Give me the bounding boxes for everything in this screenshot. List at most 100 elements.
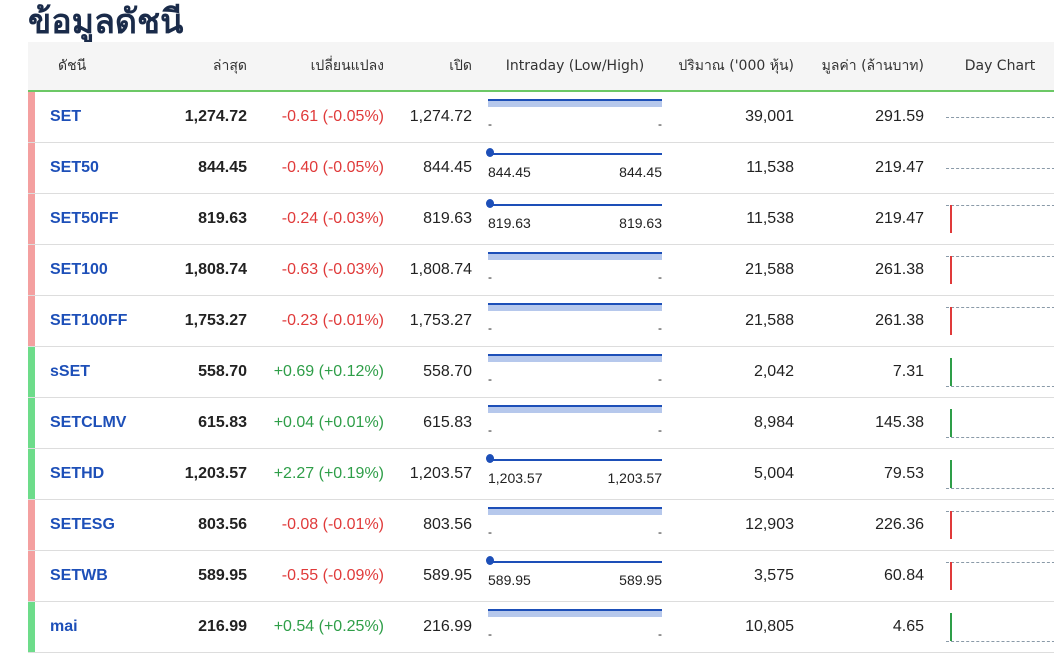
change: -0.23 (-0.01%) [255, 295, 392, 347]
day-chart[interactable] [946, 609, 1054, 645]
column-header[interactable]: Intraday (Low/High) [480, 42, 670, 92]
open-price: 1,753.27 [392, 295, 480, 347]
last-price: 216.99 [155, 601, 255, 653]
table-row[interactable]: SET100 1,808.74 -0.63 (-0.03%) 1,808.74 … [28, 244, 1054, 296]
open-price: 844.45 [392, 142, 480, 194]
intraday-range: 1,203.57 1,203.57 [486, 454, 662, 494]
high-value: - [658, 627, 662, 641]
day-chart[interactable] [946, 507, 1054, 543]
low-value: - [488, 117, 492, 131]
last-price: 1,203.57 [155, 448, 255, 500]
table-row[interactable]: SETHD 1,203.57 +2.27 (+0.19%) 1,203.57 1… [28, 448, 1054, 500]
table-row[interactable]: SET100FF 1,753.27 -0.23 (-0.01%) 1,753.2… [28, 295, 1054, 347]
intraday-range: -- [488, 505, 662, 545]
day-chart[interactable] [946, 252, 1054, 288]
index-name[interactable]: mai [50, 618, 78, 635]
change: -0.08 (-0.01%) [255, 499, 392, 551]
day-chart[interactable] [946, 405, 1054, 441]
index-name[interactable]: SETCLMV [50, 414, 127, 431]
day-chart[interactable] [946, 456, 1054, 492]
table-row[interactable]: SET50 844.45 -0.40 (-0.05%) 844.45 844.4… [28, 142, 1054, 194]
page-title: ข้อมูลดัชนี [28, 2, 184, 42]
index-name-link[interactable]: SET100 [28, 244, 155, 296]
index-name-link[interactable]: SETESG [28, 499, 155, 551]
value: 79.53 [802, 448, 932, 500]
column-header[interactable]: ปริมาณ ('000 หุ้น) [670, 42, 802, 92]
low-value: - [488, 525, 492, 539]
day-chart[interactable] [946, 150, 1054, 186]
marker-icon [486, 556, 494, 565]
index-name[interactable]: SET50FF [50, 210, 119, 227]
index-name-link[interactable]: SET50FF [28, 193, 155, 245]
intraday-range: 589.95 589.95 [486, 556, 662, 596]
column-header[interactable]: เปลี่ยนแปลง [255, 42, 392, 92]
intraday-range: -- [488, 97, 662, 137]
index-name-link[interactable]: SETHD [28, 448, 155, 500]
low-value: 819.63 [488, 215, 531, 231]
table-row[interactable]: SET 1,274.72 -0.61 (-0.05%) 1,274.72 -- … [28, 91, 1054, 143]
volume: 12,903 [670, 499, 802, 551]
column-header[interactable]: เปิด [392, 42, 480, 92]
value: 261.38 [802, 295, 932, 347]
open-price: 1,203.57 [392, 448, 480, 500]
index-name-link[interactable]: SET [28, 91, 155, 143]
value: 219.47 [802, 193, 932, 245]
index-name[interactable]: SET [50, 108, 82, 125]
table-row[interactable]: SETESG 803.56 -0.08 (-0.01%) 803.56 -- 1… [28, 499, 1054, 551]
open-price: 819.63 [392, 193, 480, 245]
high-value: - [658, 372, 662, 386]
high-value: - [658, 321, 662, 335]
marker-icon [486, 148, 494, 157]
index-name[interactable]: SET100 [50, 261, 108, 278]
index-name-link[interactable]: mai [28, 601, 155, 653]
change: -0.24 (-0.03%) [255, 193, 392, 245]
last-price: 589.95 [155, 550, 255, 602]
index-name[interactable]: SETHD [50, 465, 105, 482]
index-name[interactable]: SETWB [50, 567, 108, 584]
day-chart[interactable] [946, 99, 1054, 135]
table-row[interactable]: SETWB 589.95 -0.55 (-0.09%) 589.95 589.9… [28, 550, 1054, 602]
day-chart[interactable] [946, 354, 1054, 390]
high-value: - [658, 525, 662, 539]
last-price: 1,753.27 [155, 295, 255, 347]
value: 60.84 [802, 550, 932, 602]
index-name[interactable]: SET100FF [50, 312, 128, 329]
volume: 8,984 [670, 397, 802, 449]
volume: 39,001 [670, 91, 802, 143]
low-value: - [488, 627, 492, 641]
index-table: ดัชนี ล่าสุด เปลี่ยนแปลง เปิด Intraday (Low/… [28, 42, 1054, 653]
day-chart[interactable] [946, 558, 1054, 594]
column-header[interactable]: ดัชนี [28, 42, 155, 92]
index-name[interactable]: SETESG [50, 516, 115, 533]
high-value: - [658, 117, 662, 131]
table-row[interactable]: SET50FF 819.63 -0.24 (-0.03%) 819.63 819… [28, 193, 1054, 245]
value: 261.38 [802, 244, 932, 296]
change: -0.61 (-0.05%) [255, 91, 392, 143]
index-name[interactable]: SET50 [50, 159, 99, 176]
column-header[interactable]: ล่าสุด [155, 42, 255, 92]
table-row[interactable]: SETCLMV 615.83 +0.04 (+0.01%) 615.83 -- … [28, 397, 1054, 449]
volume: 2,042 [670, 346, 802, 398]
index-name-link[interactable]: SET50 [28, 142, 155, 194]
index-name-link[interactable]: SETWB [28, 550, 155, 602]
column-header[interactable]: มูลค่า (ล้านบาท) [802, 42, 932, 92]
index-name[interactable]: sSET [50, 363, 91, 380]
low-value: - [488, 270, 492, 284]
intraday-range: -- [488, 301, 662, 341]
index-name-link[interactable]: SETCLMV [28, 397, 155, 449]
open-price: 216.99 [392, 601, 480, 653]
index-name-link[interactable]: SET100FF [28, 295, 155, 347]
last-price: 615.83 [155, 397, 255, 449]
day-chart[interactable] [946, 201, 1054, 237]
low-value: - [488, 321, 492, 335]
column-header[interactable]: Day Chart [932, 42, 1054, 92]
table-header: ดัชนี ล่าสุด เปลี่ยนแปลง เปิด Intraday (Low/… [28, 42, 1054, 92]
table-row[interactable]: sSET 558.70 +0.69 (+0.12%) 558.70 -- 2,0… [28, 346, 1054, 398]
table-row[interactable]: mai 216.99 +0.54 (+0.25%) 216.99 -- 10,8… [28, 601, 1054, 653]
value: 7.31 [802, 346, 932, 398]
last-price: 558.70 [155, 346, 255, 398]
index-name-link[interactable]: sSET [28, 346, 155, 398]
open-price: 615.83 [392, 397, 480, 449]
day-chart[interactable] [946, 303, 1054, 339]
last-price: 1,808.74 [155, 244, 255, 296]
